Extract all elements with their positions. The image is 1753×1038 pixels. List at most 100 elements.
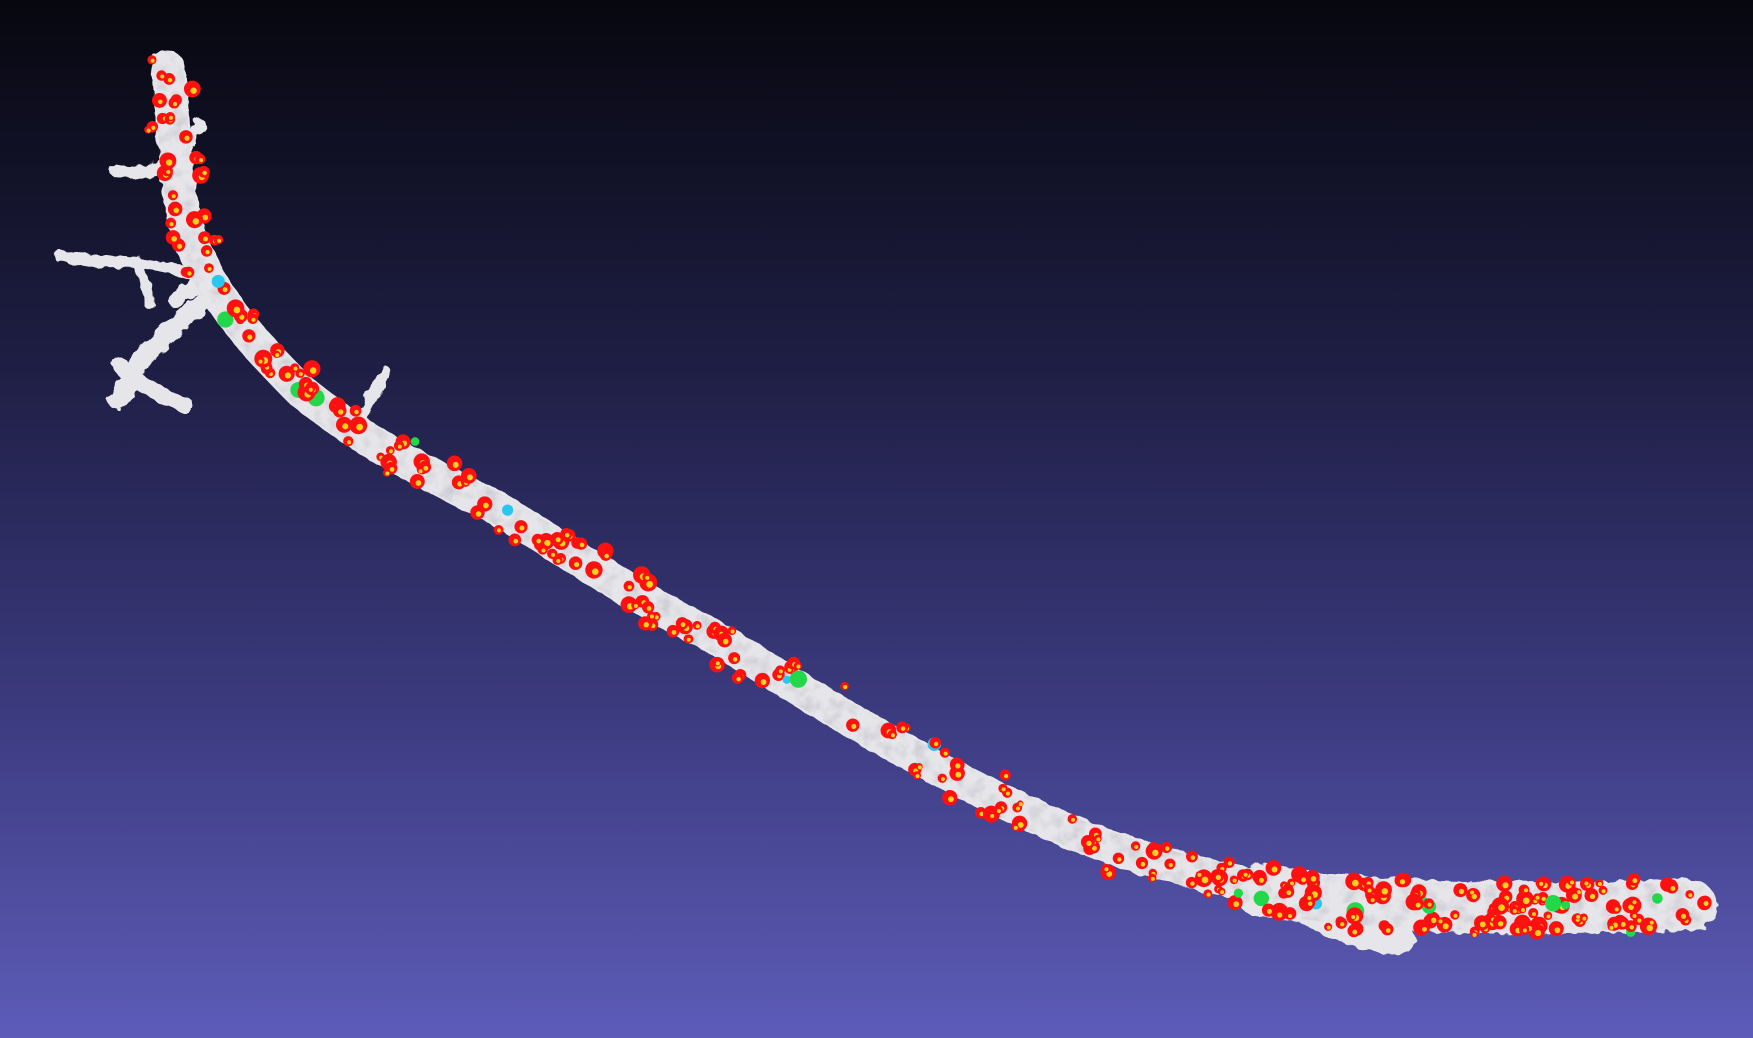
marker-center <box>190 87 197 94</box>
marker-center <box>1479 921 1486 928</box>
marker-center <box>217 238 222 243</box>
marker-center <box>202 214 209 221</box>
marker-blob <box>1652 893 1663 904</box>
marker-center <box>715 661 720 666</box>
marker-center <box>513 538 519 544</box>
marker-center <box>1554 927 1561 934</box>
marker-center <box>1352 929 1358 935</box>
marker-center <box>1233 901 1240 908</box>
marker-center <box>564 532 570 538</box>
marker-center <box>541 548 546 553</box>
marker-center <box>604 553 609 559</box>
marker-center <box>202 170 207 176</box>
marker-center <box>1614 907 1619 912</box>
marker-center <box>686 637 691 642</box>
marker-center <box>1367 888 1372 893</box>
marker-center <box>1670 886 1676 891</box>
marker-center <box>955 763 961 769</box>
marker-center <box>356 423 364 431</box>
marker-center <box>1340 922 1345 927</box>
marker-center <box>1453 913 1458 918</box>
marker-center <box>146 128 151 133</box>
marker-center <box>1005 791 1010 796</box>
marker-center <box>1258 877 1264 883</box>
marker-center <box>150 58 155 63</box>
marker-center <box>519 525 525 531</box>
marker-center <box>1502 882 1509 889</box>
marker-center <box>222 287 228 293</box>
marker-center <box>389 467 395 472</box>
marker-center <box>308 387 313 392</box>
marker-center <box>1598 881 1603 886</box>
marker-center <box>1498 904 1505 911</box>
marker-center <box>1539 881 1544 886</box>
marker-center <box>1301 877 1307 883</box>
dendrite-branch <box>135 265 155 310</box>
marker-center <box>654 615 659 620</box>
marker-center <box>184 135 190 141</box>
marker-center <box>166 169 171 175</box>
marker-center <box>1546 914 1551 919</box>
marker-center <box>955 771 962 778</box>
marker-center <box>996 809 1001 814</box>
marker-center <box>736 676 741 682</box>
marker-center <box>1438 919 1443 924</box>
marker-center <box>171 194 176 199</box>
marker-center <box>1310 876 1317 882</box>
marker-center <box>309 367 317 374</box>
marker-center <box>1352 879 1359 887</box>
marker-center <box>1307 895 1312 900</box>
marker-center <box>551 552 556 557</box>
marker-center <box>646 606 652 611</box>
dendrite-branch <box>354 366 391 426</box>
marker-center <box>1307 901 1313 906</box>
marker-center <box>890 733 895 738</box>
marker-center <box>843 684 848 689</box>
marker-blob <box>1233 888 1244 898</box>
marker-center <box>1018 802 1023 807</box>
marker-center <box>1649 920 1654 925</box>
marker-blob <box>782 675 791 684</box>
marker-center <box>1541 896 1546 902</box>
marker-center <box>1458 888 1465 895</box>
marker-center <box>1637 918 1642 923</box>
marker-center <box>643 622 649 628</box>
marker-center <box>342 423 349 430</box>
marker-center <box>284 372 291 379</box>
marker-center <box>1522 897 1530 905</box>
marker-center <box>1628 904 1634 911</box>
marker-center <box>1472 932 1477 937</box>
marker-center <box>1576 890 1581 895</box>
marker-center <box>915 774 920 779</box>
marker-center <box>452 461 459 468</box>
marker-center <box>1498 921 1504 927</box>
marker-center <box>1572 893 1579 900</box>
marker-center <box>168 115 173 120</box>
marker-center <box>1015 806 1020 811</box>
marker-center <box>990 813 995 818</box>
marker-center <box>544 539 551 547</box>
marker-center <box>1370 898 1375 903</box>
marker-center <box>1289 881 1294 886</box>
marker-center <box>199 158 204 163</box>
marker-center <box>979 811 984 817</box>
marker-center <box>1117 857 1122 862</box>
dendrite-branch <box>108 290 215 410</box>
marker-center <box>1201 876 1209 884</box>
marker-center <box>1632 878 1638 884</box>
marker-center <box>1431 917 1437 924</box>
synapse-markers <box>144 55 1712 940</box>
marker-center <box>496 528 501 533</box>
marker-center <box>943 751 948 756</box>
marker-center <box>173 207 180 214</box>
marker-center <box>1351 914 1356 919</box>
marker-center <box>385 471 390 476</box>
marker-center <box>579 542 585 548</box>
marker-center <box>205 249 210 255</box>
marker-center <box>1584 881 1589 886</box>
marker-center <box>1620 921 1626 927</box>
marker-center <box>1570 880 1575 885</box>
